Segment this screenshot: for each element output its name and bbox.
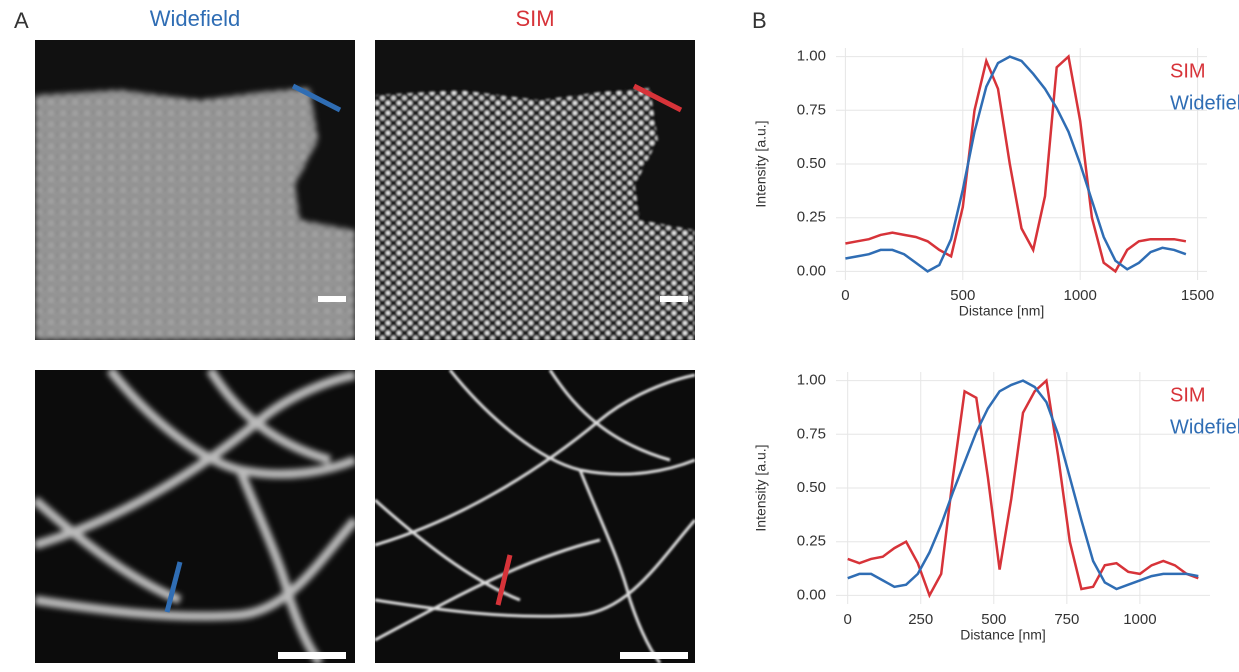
y-tick-label: 0.25: [797, 209, 826, 226]
x-tick-label: 1500: [1181, 287, 1214, 304]
x-tick-label: 750: [1054, 611, 1079, 628]
y-tick-label: 0.50: [797, 479, 826, 496]
legend-entry: SIM: [1170, 60, 1206, 82]
legend-entry: Widefield: [1170, 416, 1239, 438]
x-axis-title: Distance [nm]: [959, 303, 1045, 319]
x-tick-label: 1000: [1064, 287, 1097, 304]
x-axis-title: Distance [nm]: [960, 627, 1046, 643]
image-sim-filaments: [375, 370, 695, 663]
y-axis-title: Intensity [a.u.]: [753, 444, 769, 531]
y-tick-label: 0.75: [797, 425, 826, 442]
x-tick-label: 0: [844, 611, 852, 628]
image-sim-lattice: [375, 40, 695, 340]
image-widefield-filaments: [35, 370, 355, 663]
image-widefield-lattice: [35, 40, 355, 340]
y-tick-label: 0.00: [797, 262, 826, 279]
panel-label: B: [752, 8, 767, 33]
figure: A B Widefield SIM: [0, 0, 1239, 667]
column-title: SIM: [515, 6, 554, 31]
legend-entry: Widefield: [1170, 92, 1239, 114]
x-tick-label: 500: [981, 611, 1006, 628]
x-tick-label: 1000: [1123, 611, 1156, 628]
legend-entry: SIM: [1170, 384, 1206, 406]
y-tick-label: 0.75: [797, 101, 826, 118]
x-tick-label: 0: [841, 287, 849, 304]
panel-label: A: [14, 8, 29, 33]
x-tick-label: 250: [908, 611, 933, 628]
column-title: Widefield: [150, 6, 240, 31]
y-tick-label: 1.00: [797, 372, 826, 389]
y-axis-title: Intensity [a.u.]: [753, 120, 769, 207]
y-tick-label: 0.25: [797, 533, 826, 550]
y-tick-label: 1.00: [797, 48, 826, 65]
x-tick-label: 500: [950, 287, 975, 304]
y-tick-label: 0.50: [797, 155, 826, 172]
y-tick-label: 0.00: [797, 586, 826, 603]
